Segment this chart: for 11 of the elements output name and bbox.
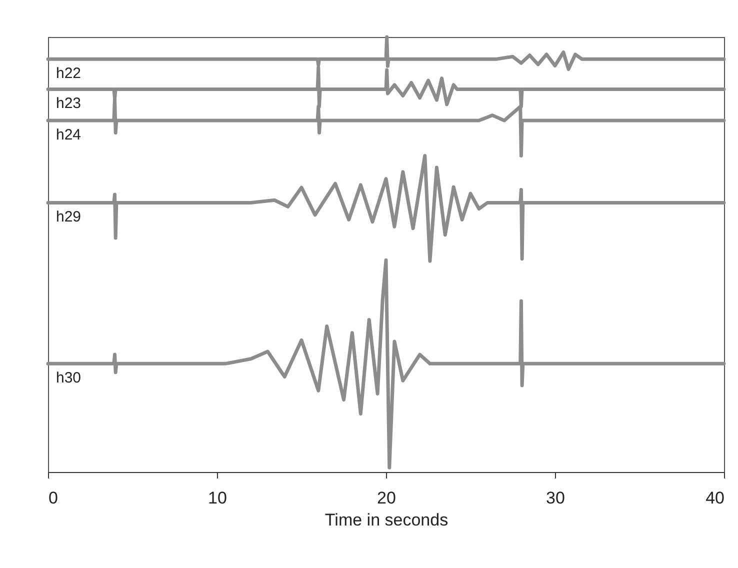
x-tick-label: 0 xyxy=(48,488,58,508)
series-label: h22 xyxy=(56,65,82,82)
x-axis-title: Time in seconds xyxy=(324,510,448,530)
x-tick-label: 10 xyxy=(208,488,227,508)
x-tick-label: 40 xyxy=(706,488,724,508)
series-label: h23 xyxy=(56,95,82,112)
series-label: h24 xyxy=(56,126,82,144)
x-tick-label: 30 xyxy=(546,488,565,508)
x-tick-label: 20 xyxy=(377,488,396,508)
series-label: h30 xyxy=(56,370,82,387)
series-label: h29 xyxy=(56,208,82,226)
